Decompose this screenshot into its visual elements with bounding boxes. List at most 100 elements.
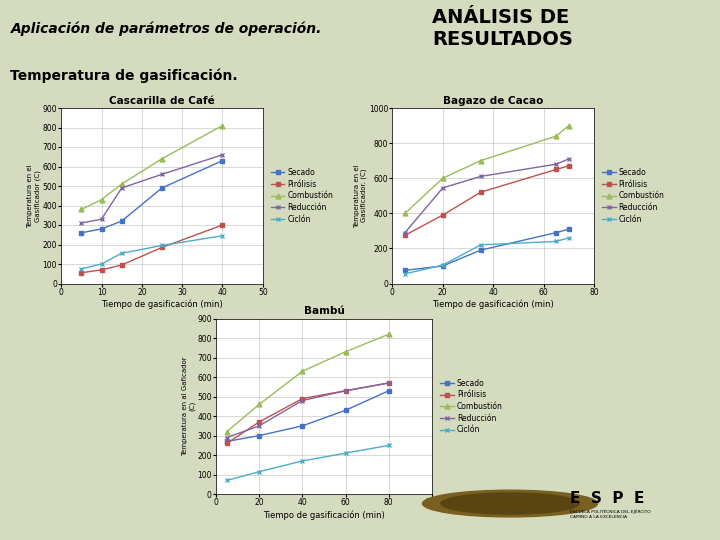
Ciclón (298, 458, 307, 464)
Legend: Secado, Pirólisis, Combustión, Reducción, Ciclón: Secado, Pirólisis, Combustión, Reducción… (271, 168, 333, 224)
Ciclón (222, 477, 231, 484)
Pirólisis (341, 388, 350, 394)
Text: E  S  P  E: E S P E (570, 491, 644, 506)
Title: Bagazo de Cacao: Bagazo de Cacao (443, 96, 544, 106)
Reducción (384, 380, 393, 386)
Title: Cascarilla de Café: Cascarilla de Café (109, 96, 215, 106)
Circle shape (423, 490, 598, 517)
Pirólisis (438, 212, 447, 218)
Pirólisis (77, 269, 86, 276)
X-axis label: Tiempo de gasificación (min): Tiempo de gasificación (min) (263, 510, 385, 519)
Pirólisis (298, 395, 307, 402)
Line: Secado: Secado (79, 158, 225, 235)
Combustión (77, 206, 86, 213)
Ciclón (564, 234, 573, 241)
Pirólisis (222, 440, 231, 447)
Secado (158, 185, 166, 191)
Line: Reducción: Reducción (225, 381, 391, 440)
Secado (384, 388, 393, 394)
Reducción (564, 156, 573, 162)
Reducción (97, 216, 106, 222)
Combustión (97, 197, 106, 203)
Pirólisis (564, 163, 573, 169)
Secado (477, 247, 485, 253)
Secado (401, 267, 410, 274)
Legend: Secado, Pirólisis, Combustión, Reducción, Ciclón: Secado, Pirólisis, Combustión, Reducción… (602, 168, 665, 224)
Combustión (564, 122, 573, 129)
Ciclón (438, 262, 447, 268)
Combustión (552, 133, 561, 139)
Pirólisis (401, 232, 410, 239)
Reducción (552, 161, 561, 167)
Secado (117, 218, 126, 224)
Secado (255, 433, 264, 439)
Ciclón (477, 241, 485, 248)
Reducción (222, 434, 231, 441)
Pirólisis (117, 262, 126, 268)
Ciclón (255, 468, 264, 475)
Reducción (298, 397, 307, 404)
Ciclón (158, 242, 166, 249)
Circle shape (441, 493, 579, 514)
Combustión (298, 368, 307, 375)
Secado (218, 157, 227, 164)
Y-axis label: Temperatura en al Gaficador
(C): Temperatura en al Gaficador (C) (182, 356, 196, 456)
Reducción (77, 220, 86, 226)
Line: Ciclón: Ciclón (402, 235, 571, 276)
Ciclón (401, 271, 410, 277)
Line: Combustión: Combustión (225, 332, 391, 434)
Secado (438, 262, 447, 269)
Pirólisis (552, 166, 561, 173)
Text: Temperatura de gasificación.: Temperatura de gasificación. (10, 69, 238, 83)
Ciclón (341, 450, 350, 456)
Line: Pirólisis: Pirólisis (225, 381, 391, 446)
Line: Combustión: Combustión (402, 123, 571, 216)
Secado (222, 438, 231, 445)
Secado (552, 230, 561, 236)
Ciclón (384, 442, 393, 449)
Line: Reducción: Reducción (402, 157, 571, 235)
Combustión (341, 348, 350, 355)
Text: Aplicación de parámetros de operación.: Aplicación de parámetros de operación. (11, 21, 322, 36)
Line: Secado: Secado (402, 227, 571, 273)
Text: ESCUELA POLITÉCNICA DEL EJÉRCITO
CAMINO A LA EXCELENCIA: ESCUELA POLITÉCNICA DEL EJÉRCITO CAMINO … (570, 509, 651, 519)
Pirólisis (477, 189, 485, 195)
Ciclón (117, 250, 126, 256)
Reducción (117, 185, 126, 191)
Combustión (222, 428, 231, 435)
Secado (97, 226, 106, 232)
Ciclón (218, 233, 227, 239)
Reducción (341, 388, 350, 394)
Pirólisis (384, 380, 393, 386)
X-axis label: Tiempo de gasificación (min): Tiempo de gasificación (min) (432, 300, 554, 309)
Combustión (255, 401, 264, 408)
Secado (564, 226, 573, 232)
Line: Secado: Secado (225, 388, 391, 444)
Pirólisis (218, 222, 227, 228)
Legend: Secado, Pirólisis, Combustión, Reducción, Ciclón: Secado, Pirólisis, Combustión, Reducción… (440, 379, 503, 434)
Line: Reducción: Reducción (79, 152, 225, 226)
Combustión (218, 122, 227, 129)
Pirólisis (158, 244, 166, 251)
Text: ANÁLISIS DE
RESULTADOS: ANÁLISIS DE RESULTADOS (432, 9, 573, 49)
Reducción (401, 230, 410, 236)
Combustión (384, 331, 393, 338)
Ciclón (77, 266, 86, 272)
Combustión (158, 156, 166, 162)
Secado (341, 407, 350, 414)
Ciclón (97, 261, 106, 267)
Line: Pirólisis: Pirólisis (402, 164, 571, 238)
Reducción (158, 171, 166, 178)
Pirólisis (97, 267, 106, 273)
Ciclón (552, 238, 561, 245)
Title: Bambú: Bambú (304, 306, 344, 316)
Reducción (218, 152, 227, 158)
Y-axis label: Temperatura en el
Gasificador (C): Temperatura en el Gasificador (C) (27, 164, 41, 227)
Y-axis label: Temperatura en el
Gasificador. (C): Temperatura en el Gasificador. (C) (354, 164, 367, 227)
Line: Ciclón: Ciclón (225, 443, 391, 483)
Line: Combustión: Combustión (79, 123, 225, 212)
Combustión (117, 181, 126, 187)
Reducción (255, 423, 264, 429)
X-axis label: Tiempo de gasificación (min): Tiempo de gasificación (min) (101, 300, 223, 309)
Combustión (438, 175, 447, 181)
